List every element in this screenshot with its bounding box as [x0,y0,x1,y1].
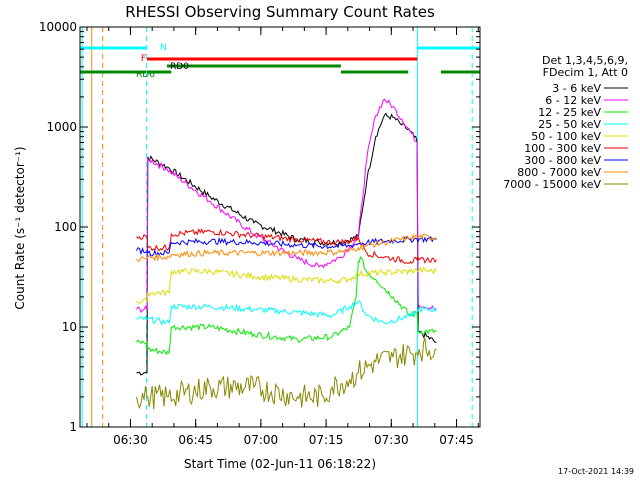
legend: Det 1,3,4,5,6,9,FDecim 1, Att 0 3 - 6 keV… [503,54,628,191]
x-tick-label-2: 07:00 [244,433,279,447]
series-line-8 [136,337,437,410]
y-axis-label: Count Rate (s⁻¹ detector⁻¹) [13,146,27,309]
vertical-markers [81,27,473,427]
x-tick-label-3: 07:15 [309,433,344,447]
legend-label-2: 12 - 25 keV [538,106,601,119]
x-tick-label-5: 07:45 [439,433,474,447]
x-axis-label: Start Time (02-Jun-11 06:18:22) [184,457,376,471]
x-tick-label-4: 07:30 [374,433,409,447]
legend-header-1: FDecim 1, Att 0 [543,66,628,79]
series-line-4 [136,266,437,304]
series-line-1 [136,98,437,314]
series-line-6 [136,235,437,258]
legend-label-1: 6 - 12 keV [545,94,601,107]
state-bar-label-3: RD6 [136,70,155,80]
series-lines [136,98,437,410]
series-line-5 [136,228,437,264]
y-tick-label-4: 10000 [39,20,77,34]
state-bar-label-2: RD0 [170,62,189,72]
y-tick-label-2: 100 [54,220,77,234]
legend-label-4: 50 - 100 keV [531,130,601,143]
legend-label-0: 3 - 6 keV [552,82,601,95]
legend-label-3: 25 - 50 keV [538,118,601,131]
legend-label-8: 7000 - 15000 keV [503,178,601,191]
plot-frame [79,26,481,428]
y-tick-label-3: 1000 [46,120,77,134]
x-tick-label-0: 06:30 [113,433,148,447]
state-bar-label-1: F [141,54,146,64]
series-line-3 [136,300,437,326]
state-bar-label-0: N [160,43,167,53]
y-tick-label-0: 1 [69,420,77,434]
legend-label-6: 300 - 800 keV [524,154,601,167]
series-line-7 [136,233,437,262]
legend-header-0: Det 1,3,4,5,6,9, [542,54,628,67]
legend-label-7: 800 - 7000 keV [517,166,601,179]
chart-title: RHESSI Observing Summary Count Rates [125,3,435,21]
generation-timestamp: 17-Oct-2021 14:39 [558,467,634,476]
legend-label-5: 100 - 300 keV [524,142,601,155]
y-tick-label-1: 10 [62,320,77,334]
axes: 1 10 100 1000 10000 06:30 06:45 07:00 07:15 07:30… [39,20,480,447]
x-tick-label-1: 06:45 [178,433,213,447]
series-line-0 [136,112,437,376]
series-line-2 [136,256,437,356]
state-bars: N F RD0 RD6 [80,43,480,80]
